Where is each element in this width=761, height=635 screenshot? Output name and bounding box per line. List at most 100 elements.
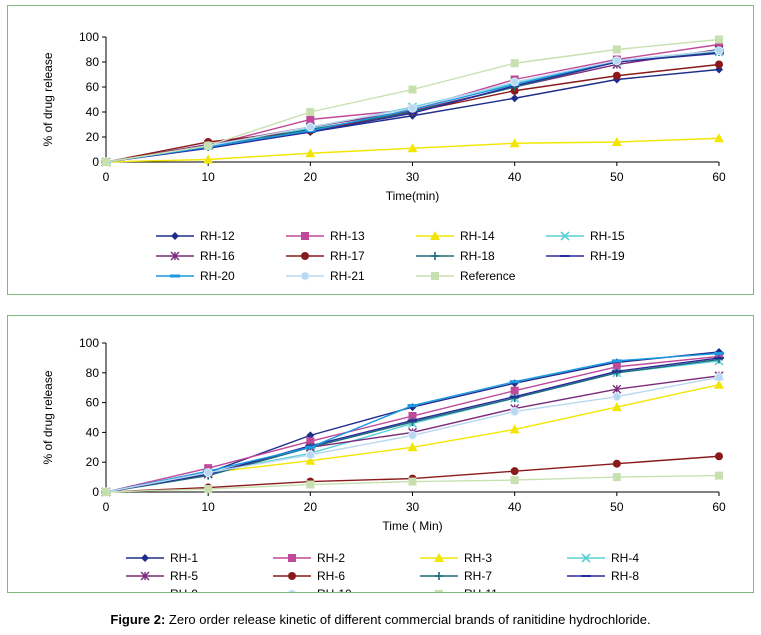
legend-label: Reference <box>460 269 516 283</box>
y-tick-label: 80 <box>86 55 100 69</box>
legend-swatch-marker <box>300 271 310 281</box>
series-RH-10 <box>101 372 724 497</box>
data-point <box>612 473 621 482</box>
data-point <box>612 384 622 394</box>
y-tick-label: 20 <box>86 130 100 144</box>
legend-label: RH-9 <box>170 587 198 592</box>
data-point <box>612 45 621 54</box>
x-tick-label: 60 <box>712 500 726 514</box>
y-tick-label: 100 <box>79 336 99 350</box>
legend-swatch-marker <box>301 252 309 260</box>
data-point <box>407 112 418 115</box>
legend-item: RH-1 <box>126 551 198 565</box>
data-point <box>306 108 315 116</box>
y-axis-label: % of drug release <box>41 370 55 464</box>
legend-item: RH-11 <box>420 587 498 601</box>
legend-label: RH-14 <box>460 229 495 243</box>
legend-label: RH-17 <box>330 249 365 263</box>
data-point <box>102 158 110 166</box>
legend-item: RH-21 <box>286 269 365 283</box>
legend-item: RH-6 <box>273 569 345 583</box>
legend-item: RH-8 <box>567 569 639 583</box>
data-point <box>306 437 315 446</box>
data-point <box>510 407 520 417</box>
release-chart-1: 0 20 40 60 80 100 0 10 20 30 40 50 60 Time(min) % of d… <box>41 30 726 283</box>
legend-swatch-marker <box>431 252 439 260</box>
legend-swatch-marker <box>581 575 591 577</box>
data-point <box>407 442 418 452</box>
x-tick-label: 60 <box>712 170 726 184</box>
data-point <box>612 368 621 377</box>
data-point <box>510 467 519 476</box>
data-point <box>715 471 723 480</box>
legend-label: RH-8 <box>611 569 639 583</box>
legend-label: RH-19 <box>590 249 625 263</box>
data-point <box>715 60 723 69</box>
legend-item: RH-4 <box>567 551 639 565</box>
data-point <box>509 138 520 148</box>
data-point <box>305 445 316 449</box>
chart-panel-2: 0 20 40 60 80 100 0 10 20 30 40 50 60 Time ( Min) % of… <box>7 315 754 601</box>
x-tick-label: 0 <box>103 170 110 184</box>
legend-swatch-marker <box>430 231 440 240</box>
data-point <box>203 468 213 478</box>
legend-swatch-marker <box>581 553 591 563</box>
data-point <box>407 419 418 422</box>
data-point <box>408 412 417 421</box>
y-tick-label: 0 <box>92 155 99 169</box>
legend-item: RH-19 <box>546 249 625 263</box>
data-point <box>306 431 315 440</box>
data-point <box>714 372 724 382</box>
legend-item: RH-12 <box>156 229 235 243</box>
data-point <box>510 386 519 395</box>
legend-swatch-marker <box>560 255 570 257</box>
data-point <box>102 488 110 496</box>
data-point <box>306 115 315 124</box>
data-point <box>408 103 417 113</box>
data-point <box>203 154 214 164</box>
legend-swatch-marker <box>431 272 439 280</box>
legend-item: RH-18 <box>416 249 495 263</box>
data-point <box>714 356 724 359</box>
x-tick-label: 0 <box>103 500 110 514</box>
data-point <box>714 46 724 56</box>
release-chart-2: 0 20 40 60 80 100 0 10 20 30 40 50 60 Time ( Min) % of… <box>41 336 726 601</box>
data-point <box>408 477 417 486</box>
legend-swatch-marker <box>288 554 296 562</box>
data-point <box>715 35 723 44</box>
legend-label: RH-16 <box>200 249 235 263</box>
legend-item: Reference <box>416 269 516 283</box>
legend-swatch-marker <box>287 589 297 599</box>
data-point <box>612 392 622 402</box>
data-point <box>204 141 213 150</box>
y-axis-label: % of drug release <box>41 52 55 146</box>
data-point <box>408 430 417 440</box>
data-point <box>306 480 315 489</box>
series-line <box>105 360 720 493</box>
data-point <box>305 450 315 460</box>
legend-swatch-marker <box>170 274 180 278</box>
legend-label: RH-12 <box>200 229 235 243</box>
data-point <box>407 404 418 408</box>
data-point <box>612 71 621 80</box>
legend-item: RH-9 <box>126 587 198 601</box>
chart-panel-1: 0 20 40 60 80 100 0 10 20 30 40 50 60 Time(min) % of d… <box>7 5 754 295</box>
data-point <box>715 355 723 364</box>
data-point <box>305 148 316 158</box>
data-point <box>714 351 724 355</box>
data-point <box>509 380 520 384</box>
data-point <box>305 122 315 132</box>
caption-text: Zero order release kinetic of different … <box>168 612 651 627</box>
legend-label: RH-15 <box>590 229 625 243</box>
legend-item: RH-17 <box>286 249 365 263</box>
y-tick-label: 60 <box>86 80 100 94</box>
data-point <box>408 417 417 426</box>
legend-label: RH-13 <box>330 229 365 243</box>
legend-item: RH-20 <box>156 269 235 283</box>
x-tick-label: 20 <box>304 170 318 184</box>
y-tick-label: 40 <box>86 105 100 119</box>
data-point <box>510 476 519 485</box>
legend-item: RH-3 <box>420 551 492 565</box>
data-point <box>509 395 520 398</box>
legend-label: RH-11 <box>464 587 498 592</box>
